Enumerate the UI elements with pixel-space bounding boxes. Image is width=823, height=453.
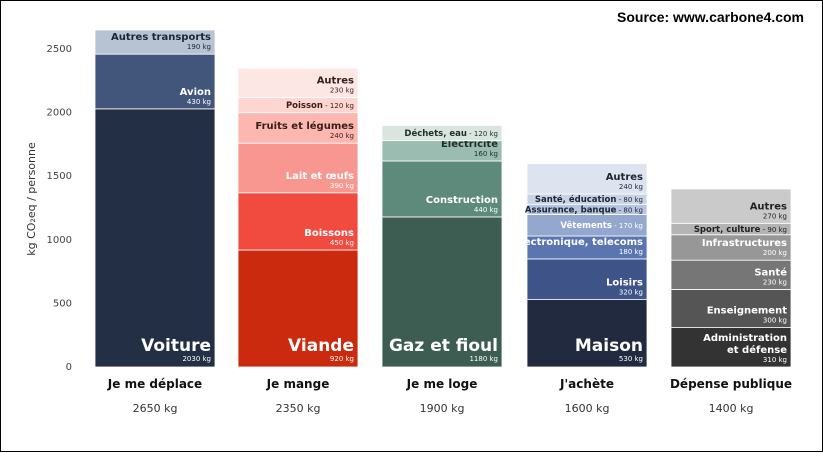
y-tick-label: 2000 <box>47 108 72 119</box>
segment-name: Fruits et légumes <box>255 120 354 132</box>
segment-label: Déchets, eau - 120 kg <box>404 128 498 139</box>
segment-value: 320 kg <box>619 289 643 297</box>
bar-segment <box>670 327 792 368</box>
segment-label: Sport, culture - 90 kg <box>694 225 787 235</box>
y-tick-label: 500 <box>53 298 72 309</box>
segment-name: Électronique, telecoms <box>514 235 643 248</box>
segment-name: Maison <box>575 336 643 356</box>
bar-segment <box>237 249 359 368</box>
bar-segment <box>94 108 216 368</box>
segment-value: 200 kg <box>763 249 787 257</box>
category-label: Je mange <box>266 377 330 391</box>
segment-value: 530 kg <box>619 355 643 363</box>
category-label: Je me loge <box>406 377 478 391</box>
bar-segment <box>237 192 359 251</box>
segment-value: 240 kg <box>619 183 643 191</box>
bar-segment <box>526 258 648 301</box>
segment-value: 160 kg <box>474 150 498 158</box>
segment-value: 920 kg <box>330 355 354 363</box>
bar-segment <box>94 29 216 55</box>
bar-segment <box>670 289 792 328</box>
segment-name: Avion <box>180 87 211 98</box>
segment-value: 230 kg <box>763 278 787 286</box>
y-tick-label: 1000 <box>47 235 72 246</box>
segment-name: Construction <box>426 195 498 206</box>
category-total: 1400 kg <box>709 402 754 415</box>
bar-segment <box>526 299 648 368</box>
y-axis-label: kg CO₂eq / personne <box>25 142 38 256</box>
segment-label: Assurance, banque - 80 kg <box>525 205 643 215</box>
segment-value: 300 kg <box>763 317 787 325</box>
segment-value: 180 kg <box>619 248 643 256</box>
category-total: 2350 kg <box>276 402 321 415</box>
segment-name: Viande <box>288 336 354 356</box>
segment-name: Loisirs <box>606 278 643 289</box>
segment-name: Boissons <box>304 228 354 239</box>
category-total: 1900 kg <box>420 402 465 415</box>
category-total: 2650 kg <box>133 402 178 415</box>
segment-value: 230 kg <box>330 86 354 94</box>
segment-label: Vêtements - 170 kg <box>560 220 643 231</box>
segment-value: 390 kg <box>330 182 354 190</box>
segment-label: Santé, éducation - 80 kg <box>535 194 643 205</box>
bar-segment <box>237 112 359 144</box>
category-label: Je me déplace <box>107 377 202 391</box>
source-label: Source: www.carbone4.com <box>617 9 804 25</box>
segment-label: Poisson - 120 kg <box>286 101 354 111</box>
segment-value: 450 kg <box>330 239 354 247</box>
segment-name: Administration <box>703 333 787 344</box>
bar-segment <box>381 124 503 142</box>
segment-name: Infrastructures <box>702 238 787 249</box>
segment-value: 1180 kg <box>469 355 498 363</box>
segment-name: Autres <box>750 201 787 212</box>
category-label: Dépense publique <box>670 377 792 391</box>
segment-name: Lait et œufs <box>286 171 354 182</box>
segment-name: Autres transports <box>111 32 211 43</box>
bar-segment <box>381 160 503 218</box>
segment-value: 270 kg <box>763 212 787 220</box>
segment-name: Autres <box>317 75 354 86</box>
category-total: 1600 kg <box>565 402 610 415</box>
bar-segment <box>670 259 792 290</box>
bar-segment <box>670 234 792 261</box>
category-label: J'achète <box>559 377 614 391</box>
segment-value: 2030 kg <box>182 355 211 363</box>
bar-segment <box>526 163 648 195</box>
segment-name: Santé <box>754 266 787 278</box>
segment-name: et défense <box>727 344 787 356</box>
segment-value: 430 kg <box>187 98 211 106</box>
segment-name: Autres <box>606 172 643 183</box>
segment-value: 440 kg <box>474 206 498 214</box>
bar-segment <box>94 53 216 110</box>
y-tick-label: 2500 <box>47 44 72 55</box>
y-tick-label: 1500 <box>47 171 72 182</box>
segment-name: Gaz et fioul <box>389 336 498 356</box>
segment-name: Enseignement <box>707 306 787 317</box>
bar-segment <box>237 67 359 98</box>
bar-segment <box>670 188 792 224</box>
segment-value: 190 kg <box>187 43 211 51</box>
segment-value: 310 kg <box>763 356 787 364</box>
segment-name: Voiture <box>141 336 211 356</box>
segment-value: 240 kg <box>330 132 354 140</box>
y-tick-label: 0 <box>66 362 72 373</box>
